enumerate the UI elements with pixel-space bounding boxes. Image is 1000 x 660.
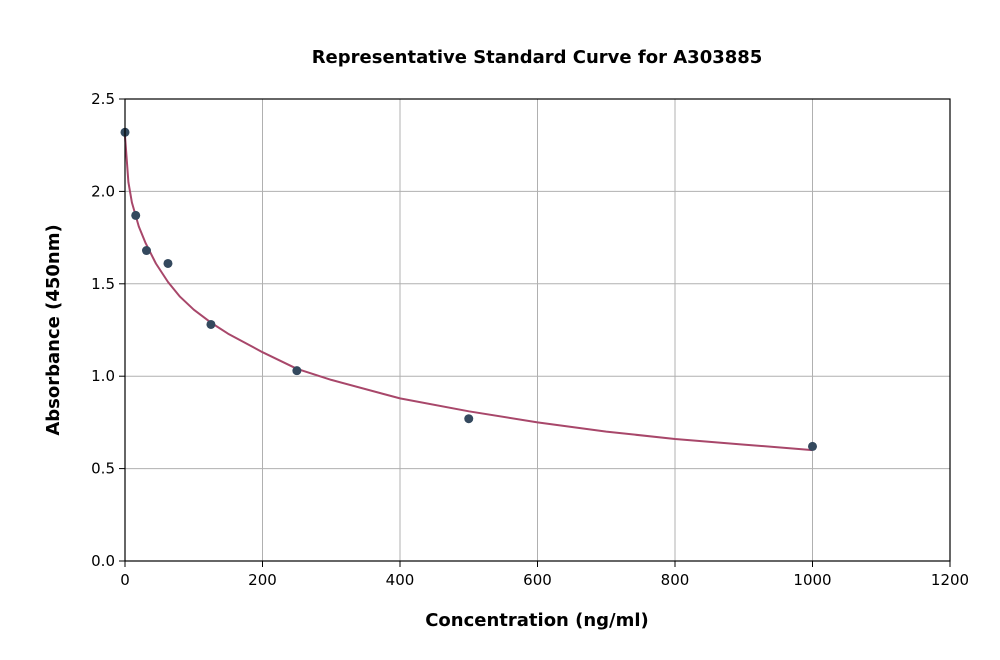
y-tick-label: 1.5 <box>91 275 115 293</box>
data-point <box>141 246 151 256</box>
y-axis-label: Absorbance (450nm) <box>43 224 64 435</box>
x-tick-label: 1000 <box>793 571 831 589</box>
data-point <box>292 366 302 376</box>
y-tick-label: 2.5 <box>91 90 115 108</box>
y-tick-label: 2.0 <box>91 182 115 200</box>
x-tick-label: 400 <box>386 571 415 589</box>
x-tick-label: 200 <box>248 571 277 589</box>
x-tick-label: 600 <box>523 571 552 589</box>
y-tick-label: 0.5 <box>91 460 115 478</box>
chart-title: Representative Standard Curve for A30388… <box>312 47 763 68</box>
data-point <box>808 441 817 451</box>
fit-curve-line <box>124 135 813 452</box>
x-axis-label: Concentration (ng/ml) <box>425 610 649 631</box>
data-point <box>206 319 216 329</box>
data-point <box>163 258 173 268</box>
data-point <box>131 210 141 220</box>
data-point <box>464 414 474 424</box>
x-tick-label: 800 <box>661 571 690 589</box>
data-points <box>120 127 817 451</box>
grid-lines <box>124 98 951 562</box>
y-tick-label: 0.0 <box>91 552 115 570</box>
x-tick-label: 0 <box>120 571 130 589</box>
axis-ticks: 0 200 400 600 800 1000 1200 0.0 0.5 1.0 1.5 2.0 2.5 <box>91 90 969 589</box>
x-tick-label: 1200 <box>931 571 969 589</box>
y-tick-label: 1.0 <box>91 367 115 385</box>
fit-curve-layer <box>124 135 813 452</box>
